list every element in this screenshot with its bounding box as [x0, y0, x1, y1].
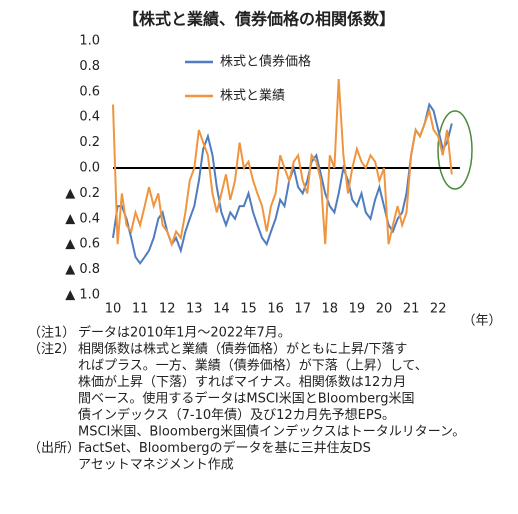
note-label: （出所） — [28, 441, 80, 456]
y-tick-label: 0.2 — [79, 135, 100, 150]
x-tick-label: 13 — [186, 302, 203, 317]
x-tick-label: 21 — [403, 302, 420, 317]
y-tick-label: ▲ 0.8 — [65, 262, 100, 277]
y-tick-label: 0.6 — [79, 84, 100, 99]
note-line: 債インデックス（7-10年債）及び12カ月先予想EPS。 — [78, 407, 395, 423]
x-tick-label: 22 — [430, 302, 447, 317]
note-label: （注1） — [28, 326, 75, 341]
series-line — [112, 102, 453, 266]
x-tick-label: 18 — [322, 302, 339, 317]
y-tick-label: 1.0 — [79, 34, 100, 49]
x-tick-label: 16 — [267, 302, 284, 317]
x-tick-label: 11 — [132, 302, 149, 317]
x-tick-label: 10 — [105, 302, 122, 317]
x-tick-label: 15 — [240, 302, 257, 317]
y-tick-label: 0.4 — [79, 110, 100, 125]
x-tick-label: 19 — [349, 302, 366, 317]
note-line: アセットマネジメント作成 — [78, 458, 234, 473]
note-line: データは2010年1月～2022年7月。 — [78, 325, 291, 341]
y-tick-label: ▲ 0.2 — [65, 186, 100, 201]
x-unit-label: （年） — [462, 314, 501, 329]
x-tick-label: 14 — [213, 302, 230, 317]
legend-label: 株式と業績 — [220, 88, 285, 104]
chart-title: 【株式と業績、債券価格の相関係数】 — [123, 10, 395, 29]
highlight-circle — [437, 110, 473, 190]
x-tick-label: 12 — [159, 302, 176, 317]
note-line: 間ベース。使用するデータはMSCI米国とBloomberg米国 — [78, 391, 414, 407]
x-tick-label: 17 — [294, 302, 311, 317]
y-tick-label: 0.0 — [79, 161, 100, 176]
note-line: ればプラス。一方、業績（債券価格）が下落（上昇）して、 — [78, 358, 428, 374]
series-line — [112, 79, 453, 248]
note-line: 相関係数は株式と業績（債券価格）がともに上昇/下落す — [78, 341, 407, 357]
y-tick-label: ▲ 0.4 — [65, 211, 100, 226]
y-tick-label: ▲ 1.0 — [65, 288, 100, 303]
legend-label: 株式と債券価格 — [220, 54, 311, 70]
note-line: 株価が上昇（下落）すればマイナス。相関係数は12カ月 — [78, 375, 406, 390]
y-tick-label: 0.8 — [79, 59, 100, 74]
x-tick-label: 20 — [376, 302, 393, 317]
y-tick-label: ▲ 0.6 — [65, 237, 100, 252]
note-line: FactSet、Bloombergのデータを基に三井住友DS — [78, 440, 371, 456]
note-label: （注2） — [28, 342, 75, 357]
note-line: MSCI米国、Bloomberg米国債インデックスはトータルリターン。 — [78, 424, 465, 440]
